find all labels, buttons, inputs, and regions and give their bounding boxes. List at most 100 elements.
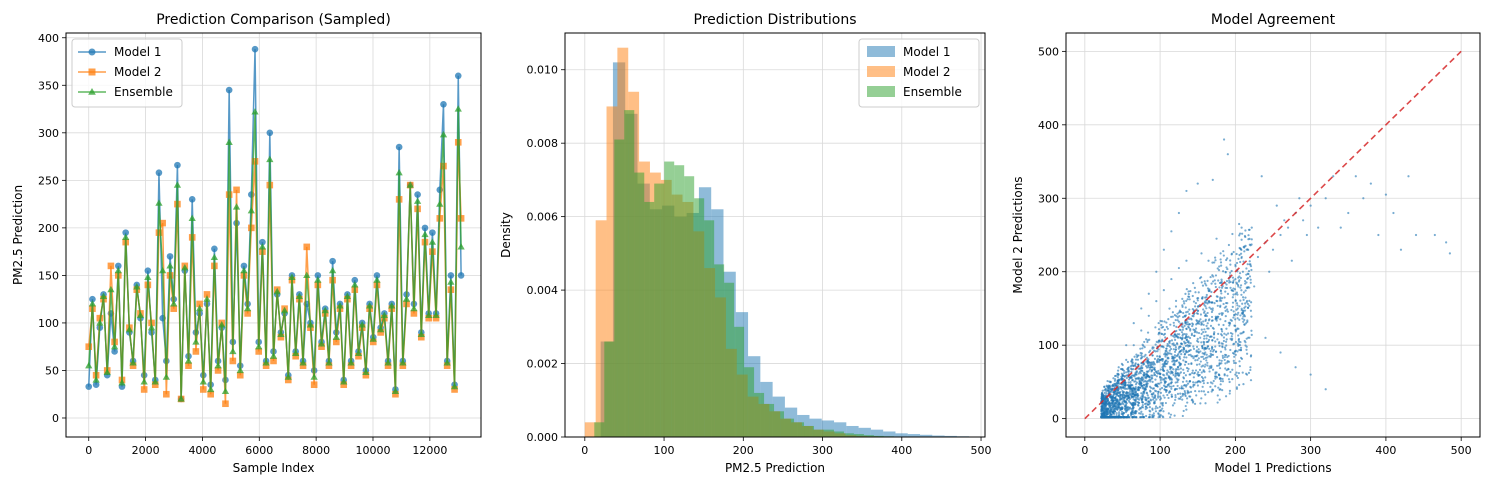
hist-bar-ensemble bbox=[644, 201, 655, 437]
hist-bar-model-1 bbox=[895, 433, 908, 437]
hist-bar-ensemble bbox=[704, 220, 715, 437]
scatter-point bbox=[1218, 374, 1221, 377]
scatter-point bbox=[1144, 407, 1147, 411]
point-model-2 bbox=[432, 314, 440, 322]
scatter-point bbox=[1135, 398, 1138, 401]
scatter-point bbox=[1248, 260, 1251, 263]
scatter-point bbox=[1221, 296, 1224, 300]
point-ensemble bbox=[280, 306, 289, 314]
scatter-point bbox=[1238, 360, 1241, 363]
scatter-point bbox=[1143, 396, 1146, 399]
scatter-point bbox=[1197, 340, 1200, 343]
scatter-point bbox=[1182, 311, 1185, 315]
point-ensemble bbox=[325, 359, 333, 366]
point-model-2 bbox=[159, 219, 166, 227]
point-ensemble bbox=[133, 283, 141, 290]
scatter-point bbox=[1132, 364, 1135, 367]
scatter-point bbox=[1225, 333, 1228, 336]
scatter-point bbox=[1209, 275, 1212, 279]
scatter-point bbox=[1124, 400, 1128, 403]
scatter-point bbox=[1189, 385, 1192, 388]
point-ensemble bbox=[225, 138, 233, 145]
scatter-point bbox=[1211, 307, 1214, 310]
scatter-point bbox=[1156, 355, 1159, 358]
scatter-point bbox=[1226, 308, 1229, 311]
scatter-point bbox=[1220, 333, 1223, 336]
scatter-point bbox=[1236, 304, 1239, 307]
scatter-point bbox=[1218, 265, 1221, 268]
hist-bar-ensemble bbox=[873, 435, 884, 437]
scatter-point bbox=[1167, 374, 1170, 377]
scatter-point bbox=[1174, 318, 1177, 322]
scatter-point bbox=[1157, 360, 1161, 363]
scatter-point bbox=[1128, 406, 1132, 409]
scatter-point bbox=[1154, 410, 1158, 413]
scatter-point bbox=[1150, 369, 1154, 372]
scatter-point bbox=[1392, 211, 1395, 215]
scatter-point bbox=[1194, 291, 1197, 294]
scatter-point bbox=[1214, 350, 1217, 353]
scatter-point bbox=[1180, 385, 1183, 388]
scatter-point bbox=[1239, 260, 1242, 264]
hist-bar-ensemble bbox=[774, 411, 785, 437]
scatter-point bbox=[1118, 382, 1121, 385]
scatter-point bbox=[1174, 372, 1177, 375]
scatter-point bbox=[1187, 341, 1190, 344]
scatter-point bbox=[1200, 341, 1203, 344]
scatter-point bbox=[1149, 390, 1152, 393]
scatter-point bbox=[1185, 287, 1188, 291]
scatter-point bbox=[1245, 348, 1248, 351]
scatter-point bbox=[1244, 235, 1247, 239]
point-ensemble bbox=[247, 206, 255, 214]
scatter-point bbox=[1188, 380, 1191, 383]
scatter-point bbox=[1220, 278, 1223, 281]
scatter-point bbox=[1230, 252, 1233, 255]
point-model-2 bbox=[318, 343, 325, 350]
scatter-point bbox=[1154, 378, 1157, 381]
scatter-point bbox=[1216, 338, 1219, 341]
scatter-point bbox=[1115, 412, 1118, 415]
scatter-point bbox=[1126, 387, 1129, 390]
scatter-point bbox=[1250, 268, 1253, 272]
scatter-point bbox=[1108, 384, 1112, 387]
scatter-point bbox=[1134, 371, 1137, 374]
scatter-point bbox=[1279, 351, 1282, 354]
scatter-point bbox=[1200, 322, 1203, 325]
scatter-point bbox=[1205, 353, 1208, 356]
scatter-point bbox=[1219, 318, 1222, 321]
scatter-point bbox=[1208, 335, 1212, 338]
point-ensemble bbox=[92, 376, 100, 383]
scatter-point bbox=[1175, 325, 1178, 328]
scatter-point bbox=[1243, 309, 1247, 312]
scatter-point bbox=[1268, 270, 1271, 273]
scatter-point bbox=[1134, 391, 1137, 394]
scatter-point bbox=[1204, 314, 1207, 317]
scatter-point bbox=[1407, 175, 1410, 178]
scatter-point bbox=[1238, 234, 1241, 237]
scatter-point bbox=[1179, 395, 1182, 399]
scatter-point bbox=[1104, 404, 1107, 407]
scatter-point bbox=[1172, 348, 1175, 351]
scatter-point bbox=[1155, 398, 1158, 401]
scatter-point bbox=[1173, 336, 1176, 339]
point-ensemble bbox=[436, 200, 444, 207]
scatter-point bbox=[1200, 375, 1203, 379]
scatter-point bbox=[1143, 340, 1146, 344]
scatter-point bbox=[1134, 411, 1137, 414]
scatter-point bbox=[1133, 394, 1137, 397]
scatter-point bbox=[1234, 361, 1237, 365]
scatter-point bbox=[1197, 348, 1200, 351]
scatter-point bbox=[1164, 365, 1167, 368]
scatter-point bbox=[1222, 250, 1225, 253]
point-model-1 bbox=[329, 257, 336, 265]
scatter-point bbox=[1102, 411, 1105, 415]
point-ensemble bbox=[184, 357, 193, 364]
scatter-point bbox=[1157, 369, 1160, 373]
scatter-point bbox=[1246, 320, 1249, 324]
scatter-point bbox=[1183, 314, 1186, 318]
scatter-point bbox=[1244, 302, 1247, 305]
scatter-point bbox=[1122, 398, 1125, 401]
scatter-point bbox=[1191, 307, 1194, 311]
scatter-point bbox=[1185, 299, 1188, 303]
scatter-point bbox=[1205, 284, 1208, 287]
